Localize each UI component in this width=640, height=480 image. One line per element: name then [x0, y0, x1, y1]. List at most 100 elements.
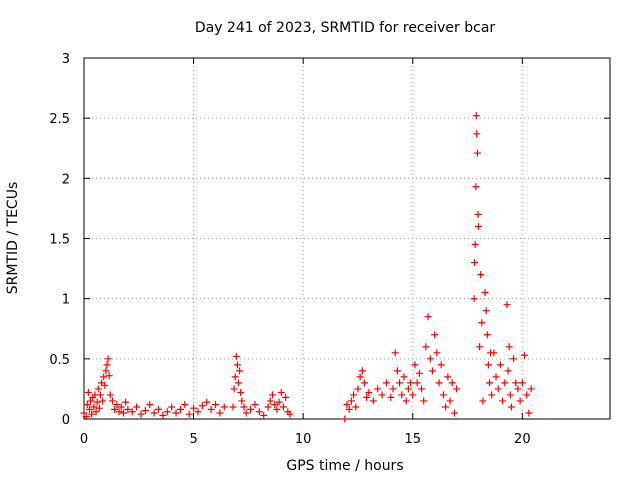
y-tick-label: 3 — [62, 52, 70, 67]
data-point — [490, 349, 498, 357]
data-point — [418, 385, 426, 393]
data-point — [103, 361, 111, 369]
data-point — [273, 405, 281, 413]
data-point — [358, 367, 366, 375]
data-point — [483, 331, 491, 339]
data-point — [95, 404, 103, 412]
data-point — [247, 405, 255, 413]
data-point — [396, 379, 404, 387]
data-point — [150, 409, 158, 417]
data-point — [99, 397, 107, 405]
data-point — [439, 391, 447, 399]
data-point — [378, 391, 386, 399]
data-point — [237, 389, 245, 397]
data-point — [251, 401, 259, 409]
data-point — [424, 313, 432, 321]
data-point — [407, 379, 415, 387]
data-point — [475, 222, 482, 230]
data-point — [446, 397, 454, 405]
data-point — [374, 385, 382, 393]
data-point — [504, 367, 512, 375]
data-point — [286, 410, 294, 418]
data-point — [137, 410, 145, 418]
data-point — [365, 389, 373, 397]
y-tick-label: 2 — [62, 172, 70, 187]
data-point — [90, 403, 98, 411]
grid — [84, 58, 610, 419]
data-point — [128, 408, 136, 416]
data-point — [501, 379, 509, 387]
data-point — [83, 401, 91, 409]
data-point — [527, 385, 535, 393]
data-point — [437, 361, 445, 369]
data-point — [341, 415, 349, 423]
x-tick-label: 0 — [80, 432, 88, 447]
data-point — [113, 401, 121, 409]
data-point — [496, 361, 504, 369]
data-point — [433, 349, 441, 357]
data-point — [476, 343, 484, 351]
data-point — [255, 408, 263, 416]
data-point — [402, 397, 410, 405]
data-point — [481, 289, 489, 297]
data-point — [409, 391, 417, 399]
data-point — [203, 398, 211, 406]
data-point — [470, 295, 478, 303]
plot-frame — [83, 57, 611, 420]
data-point — [505, 343, 513, 351]
data-point — [345, 405, 353, 413]
data-point — [260, 411, 268, 419]
data-point — [168, 403, 176, 411]
x-tick-labels: 0 5 10 15 20 — [80, 432, 531, 447]
data-point — [347, 397, 355, 405]
data-point — [516, 397, 524, 405]
data-point — [85, 405, 93, 413]
data-point — [207, 405, 215, 413]
y-tick-labels: 0 0.5 1 1.5 2 2.5 3 — [49, 52, 70, 428]
data-point — [411, 361, 419, 369]
data-point — [146, 401, 154, 409]
data-point — [525, 409, 533, 417]
data-point — [369, 397, 377, 405]
data-point — [212, 401, 219, 409]
data-point — [88, 410, 96, 418]
data-point — [512, 379, 520, 387]
data-point — [389, 385, 397, 393]
data-point — [271, 401, 279, 409]
data-point — [510, 355, 518, 363]
data-point — [181, 401, 189, 409]
data-point — [159, 411, 167, 419]
data-point — [119, 409, 127, 417]
data-point — [499, 397, 507, 405]
data-point — [117, 403, 125, 411]
data-point — [102, 367, 110, 375]
data-point — [382, 379, 390, 387]
data-point — [230, 385, 238, 393]
data-point — [413, 379, 421, 387]
data-point — [400, 373, 408, 381]
data-point — [124, 405, 132, 413]
data-point — [473, 149, 481, 157]
data-point — [391, 349, 399, 357]
data-point — [479, 397, 487, 405]
data-point — [484, 361, 492, 369]
data-point — [420, 397, 428, 405]
data-point — [96, 391, 104, 399]
data-point — [238, 397, 246, 405]
data-point — [176, 405, 184, 413]
data-point — [231, 373, 239, 381]
data-point — [474, 210, 482, 218]
data-point — [471, 241, 479, 249]
data-point — [352, 403, 360, 411]
y-axis-label: SRMTID / TECUs — [5, 182, 21, 295]
data-point — [277, 389, 285, 397]
data-point — [514, 385, 522, 393]
data-point — [235, 379, 243, 387]
data-point — [478, 319, 486, 327]
data-point — [426, 355, 434, 363]
data-point — [275, 398, 283, 406]
data-point — [279, 403, 287, 411]
data-point — [477, 271, 485, 279]
data-point — [233, 361, 241, 369]
